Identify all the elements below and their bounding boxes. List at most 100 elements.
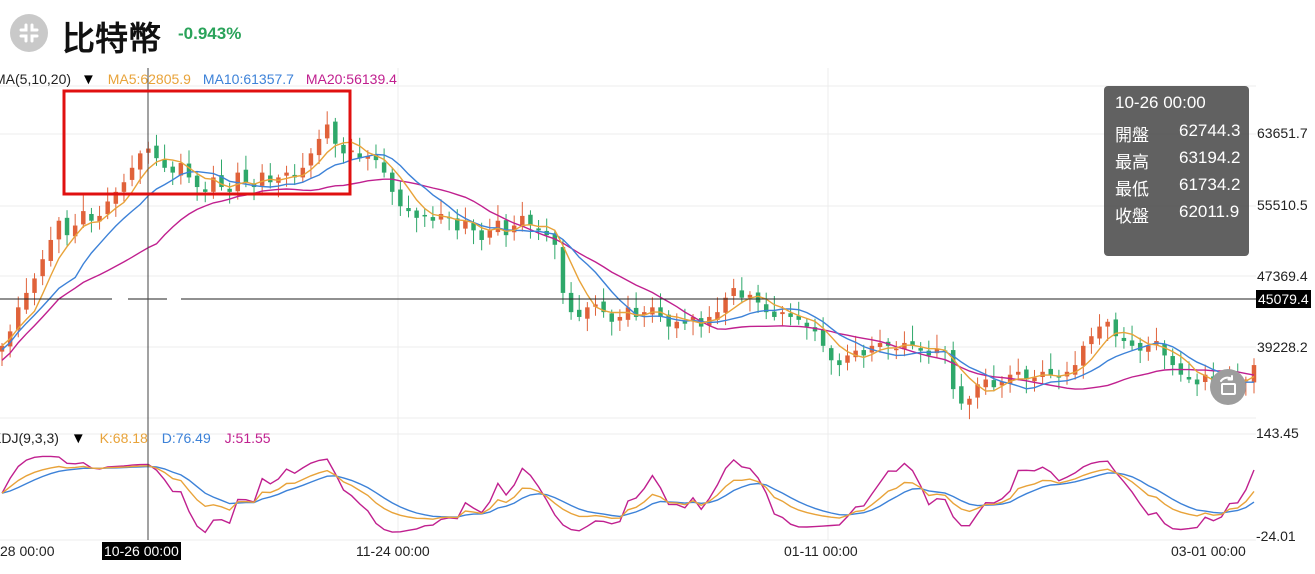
candle-body bbox=[162, 159, 167, 168]
candle-body bbox=[479, 230, 484, 240]
candle-body bbox=[194, 175, 200, 188]
reset-view-button[interactable] bbox=[1210, 369, 1246, 405]
candle-body bbox=[503, 220, 509, 236]
candle-body bbox=[333, 121, 338, 144]
candle-body bbox=[1129, 340, 1135, 346]
price-axis-tick: 55510.5 bbox=[1257, 197, 1308, 213]
candle-body bbox=[845, 355, 850, 363]
moving-average-lines bbox=[1, 141, 1255, 392]
candle-body bbox=[877, 342, 883, 347]
candle-body bbox=[991, 380, 997, 388]
candle-body bbox=[105, 201, 110, 215]
candle-body bbox=[625, 307, 631, 320]
candle-body bbox=[772, 311, 777, 317]
candle-body bbox=[926, 350, 932, 356]
ohlc-tooltip: 10-26 00:00 開盤 62744.3 最高 63194.2 最低 617… bbox=[1104, 86, 1249, 256]
candle-body bbox=[804, 322, 810, 327]
price-axis-tick: 63651.7 bbox=[1257, 125, 1308, 141]
kdj-axis-tick: 143.45 bbox=[1256, 425, 1299, 441]
dropdown-triangle-icon[interactable]: ▼ bbox=[70, 430, 86, 447]
tooltip-row-open: 開盤 62744.3 bbox=[1115, 121, 1240, 146]
candle-body bbox=[682, 321, 688, 324]
candle-body bbox=[739, 290, 745, 298]
candle-body bbox=[601, 301, 606, 313]
candle-body bbox=[617, 316, 623, 321]
candle-body bbox=[381, 162, 387, 173]
candle-body bbox=[72, 225, 78, 237]
ma-indicator-label[interactable]: MA(5,10,20) bbox=[0, 71, 72, 87]
candle-body bbox=[422, 214, 427, 217]
kdj-d-value: D:76.49 bbox=[161, 430, 211, 446]
candle-body bbox=[609, 313, 614, 322]
collapse-button[interactable] bbox=[10, 14, 48, 52]
candle-body bbox=[674, 321, 680, 329]
kdj-d-line bbox=[1, 465, 1255, 518]
tooltip-value: 62744.3 bbox=[1179, 121, 1241, 140]
candle-body bbox=[829, 348, 834, 361]
candle-body bbox=[788, 313, 793, 317]
candle-body bbox=[1048, 368, 1053, 375]
tooltip-value: 62011.9 bbox=[1179, 202, 1240, 221]
grid-lines bbox=[0, 68, 1256, 541]
candle-body bbox=[1137, 342, 1143, 351]
candle-body bbox=[731, 288, 736, 296]
candle-body bbox=[715, 312, 720, 320]
candle-body bbox=[349, 150, 354, 153]
candle-body bbox=[438, 213, 444, 220]
candle-body bbox=[121, 182, 127, 192]
candle-body bbox=[1015, 371, 1021, 375]
candle-body bbox=[48, 239, 54, 261]
candle-body bbox=[32, 278, 37, 293]
candle-body bbox=[463, 220, 468, 229]
candle-body bbox=[211, 177, 216, 192]
candle-body bbox=[316, 138, 322, 156]
tooltip-value: 61734.2 bbox=[1179, 175, 1241, 194]
candle-body bbox=[910, 341, 915, 346]
candle-body bbox=[934, 348, 940, 354]
candle-body bbox=[300, 167, 306, 178]
candle-body bbox=[203, 189, 208, 192]
ma5-line bbox=[1, 141, 1255, 392]
price-axis-tick: 39228.2 bbox=[1257, 339, 1308, 355]
candle-body bbox=[698, 318, 704, 327]
candle-body bbox=[341, 144, 346, 154]
candle-body bbox=[959, 386, 964, 404]
candle-body bbox=[1089, 336, 1094, 345]
candle-body bbox=[178, 162, 184, 176]
price-change-percent: -0.943% bbox=[178, 24, 242, 43]
ma20-line bbox=[1, 178, 1255, 390]
candlestick-series bbox=[0, 111, 1257, 420]
candle-body bbox=[585, 307, 590, 319]
candle-body bbox=[1097, 326, 1102, 339]
candle-body bbox=[812, 327, 818, 332]
candle-body bbox=[324, 124, 330, 139]
candle-body bbox=[902, 342, 907, 350]
candle-body bbox=[455, 218, 460, 231]
page-title: 比特幣 bbox=[62, 20, 161, 57]
candle-body bbox=[837, 360, 842, 366]
candle-body bbox=[999, 381, 1005, 386]
candle-body bbox=[471, 223, 476, 231]
candle-body bbox=[1146, 345, 1151, 352]
candle-body bbox=[1170, 356, 1175, 366]
candle-body bbox=[690, 316, 696, 321]
candle-body bbox=[666, 314, 671, 327]
kdj-indicator-label[interactable]: KDJ(9,3,3) bbox=[0, 430, 59, 446]
crosshair-gap bbox=[112, 293, 128, 305]
candle-body bbox=[528, 214, 533, 226]
candle-body bbox=[1024, 369, 1029, 380]
candle-body bbox=[796, 315, 801, 320]
candle-body bbox=[154, 145, 159, 159]
candle-body bbox=[1121, 337, 1127, 342]
dropdown-triangle-icon[interactable]: ▼ bbox=[80, 71, 96, 88]
candle-body bbox=[576, 309, 582, 317]
candle-body bbox=[560, 247, 566, 293]
candle-body bbox=[763, 304, 769, 313]
candle-body bbox=[398, 189, 403, 207]
candle-body bbox=[81, 211, 86, 225]
tooltip-row-low: 最低 61734.2 bbox=[1115, 175, 1240, 200]
ma5-value: MA5:62805.9 bbox=[107, 71, 191, 87]
candle-body bbox=[983, 379, 988, 388]
kdj-axis-tick: -24.01 bbox=[1256, 528, 1296, 544]
